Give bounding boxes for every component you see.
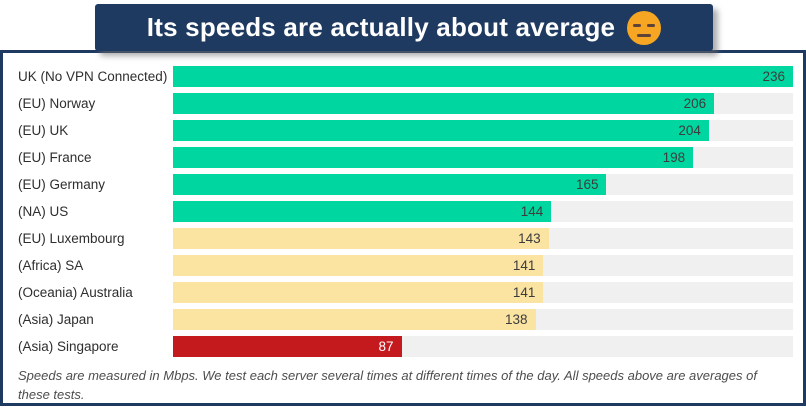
speed-bar: 87 (173, 336, 402, 357)
bar-track: 138 (173, 309, 793, 330)
chart-row: UK (No VPN Connected) 236 (15, 63, 793, 90)
bar-value-label: 141 (512, 284, 536, 300)
bar-track: 206 (173, 93, 793, 114)
category-label: UK (No VPN Connected) (18, 69, 168, 84)
speed-bar: 165 (173, 174, 607, 195)
bar-value-label: 204 (678, 122, 701, 138)
bar-value-label: 138 (505, 311, 528, 327)
category-label: (EU) Luxembourg (18, 231, 125, 246)
bar-track: 144 (173, 201, 793, 222)
bar-value-label: 198 (662, 149, 686, 165)
category-label: (Oceania) Australia (18, 285, 133, 300)
bar-track: 165 (173, 174, 793, 195)
expressionless-face-emoji-icon (627, 10, 662, 45)
category-label: (EU) Germany (18, 177, 106, 192)
chart-row: (Asia) Japan 138 (15, 306, 793, 333)
bar-track: 87 (173, 336, 793, 357)
chart-title: Its speeds are actually about average (146, 12, 616, 42)
speed-bar: 138 (173, 309, 536, 330)
category-label: (Asia) Singapore (18, 339, 119, 354)
bar-track: 198 (173, 147, 793, 168)
bar-rows: UK (No VPN Connected) 236 (EU) Norway 206 (E… (15, 63, 793, 360)
chart-row: (EU) Luxembourg 143 (15, 225, 793, 252)
emoji-left-eye (633, 23, 642, 27)
chart-row: (Asia) Singapore 87 (15, 333, 793, 360)
chart-row: (EU) Germany 165 (15, 171, 793, 198)
chart-row: (NA) US 144 (15, 198, 793, 225)
category-label: (EU) Norway (18, 96, 96, 111)
bar-track: 236 (173, 66, 793, 87)
bar-track: 141 (173, 282, 793, 303)
speed-bar: 144 (173, 201, 552, 222)
emoji-mouth (637, 33, 652, 37)
category-label: (Asia) Japan (18, 312, 94, 327)
bar-track: 141 (173, 255, 793, 276)
title-banner: Its speeds are actually about average (95, 4, 713, 51)
chart-frame: UK (No VPN Connected) 236 (EU) Norway 206 (E… (0, 50, 806, 406)
bar-value-label: 165 (575, 176, 599, 192)
speed-bar: 204 (173, 120, 709, 141)
speed-bar: 236 (173, 66, 793, 87)
category-label: (EU) France (18, 150, 92, 165)
category-label: (EU) UK (18, 123, 69, 138)
bar-value-label: 141 (512, 257, 536, 273)
bar-track: 143 (173, 228, 793, 249)
speed-bar: 141 (173, 255, 544, 276)
bar-value-label: 87 (378, 338, 394, 354)
bar-value-label: 144 (520, 203, 544, 219)
chart-row: (Oceania) Australia 141 (15, 279, 793, 306)
bar-value-label: 143 (518, 230, 541, 246)
bar-track: 204 (173, 120, 793, 141)
emoji-right-eye (647, 23, 656, 27)
methodology-note: Speeds are measured in Mbps. We test eac… (18, 368, 757, 402)
speed-bar: 198 (173, 147, 694, 168)
speed-bar: 143 (173, 228, 549, 249)
category-label: (Africa) SA (18, 258, 84, 273)
speed-bar: 141 (173, 282, 544, 303)
bar-value-label: 236 (762, 68, 785, 84)
chart-row: (EU) UK 204 (15, 117, 793, 144)
chart-row: (Africa) SA 141 (15, 252, 793, 279)
speed-bar: 206 (173, 93, 715, 114)
chart-row: (EU) Norway 206 (15, 90, 793, 117)
bar-value-label: 206 (683, 95, 707, 111)
category-label: (NA) US (18, 204, 69, 219)
chart-row: (EU) France 198 (15, 144, 793, 171)
